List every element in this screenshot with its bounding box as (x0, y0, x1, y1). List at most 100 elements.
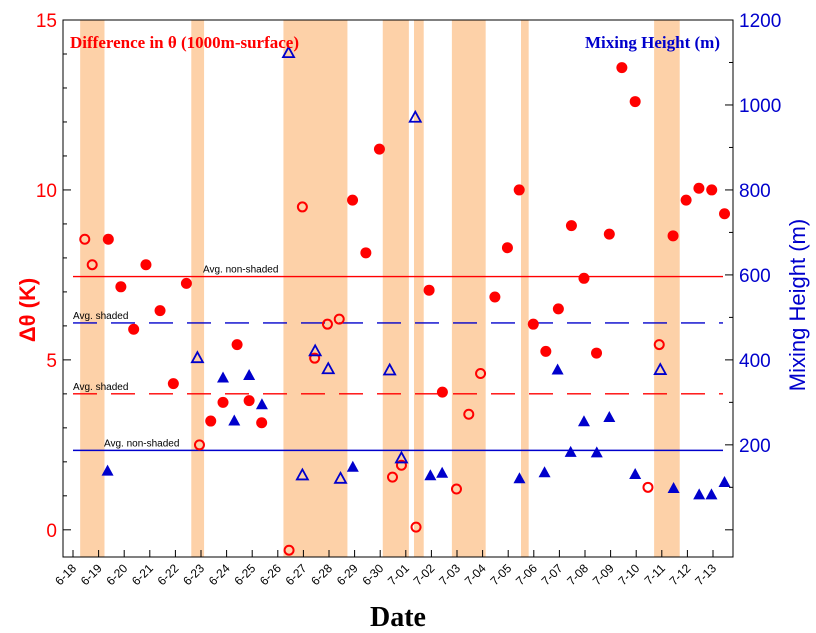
delta-theta-point-4 (128, 323, 140, 335)
x-tick-label-13: 7-01 (385, 561, 412, 588)
mixing-height-point-20 (564, 445, 577, 457)
delta-theta-point-30 (475, 367, 487, 379)
x-tick-label-7: 6-25 (231, 561, 258, 588)
x-tick-label-15: 7-03 (436, 561, 463, 588)
delta-theta-point-46 (680, 194, 692, 206)
x-tick-label-17: 7-05 (487, 561, 514, 588)
reference-lines: Avg. non-shaded Avg. shaded Avg. shaded Avg… (73, 265, 723, 452)
mixing-height-point-21 (577, 415, 590, 427)
shaded-periods (80, 20, 680, 557)
x-tick-label-22: 7-10 (615, 561, 642, 588)
mixing-height-point-24 (629, 467, 642, 479)
delta-theta-point-32 (501, 242, 513, 254)
delta-theta-point-2 (102, 233, 114, 245)
delta-theta-point-12 (231, 339, 243, 351)
delta-theta-point-38 (578, 272, 590, 284)
y-right-tick-label-0: 200 (739, 436, 771, 457)
delta-theta-point-25 (410, 521, 422, 533)
shaded-period-2 (283, 20, 348, 557)
delta-theta-point-7 (167, 378, 179, 390)
x-tick-label-4: 6-22 (155, 561, 182, 588)
x-tick-label-16: 7-04 (462, 561, 489, 588)
delta-theta-point-29 (463, 408, 475, 420)
x-tick-label-25: 7-13 (692, 561, 719, 588)
x-tick-label-21: 7-09 (590, 561, 617, 588)
mixing-height-point-25 (653, 362, 668, 375)
mixing-height-point-10 (333, 470, 348, 484)
mixing-height-point-11 (346, 460, 359, 472)
x-tick-label-23: 7-11 (642, 561, 668, 587)
x-tick-label-11: 6-29 (334, 561, 361, 588)
mixing-height-point-4 (243, 368, 256, 380)
mixing-height-point-12 (382, 362, 397, 376)
mixing-height-point-5 (255, 398, 268, 410)
mixing-height-point-16 (436, 466, 449, 478)
reference-line-label-0: Avg. non-shaded (203, 265, 278, 276)
delta-theta-point-18 (321, 318, 333, 330)
delta-theta-point-44 (653, 339, 665, 351)
mixing-height-point-29 (718, 476, 731, 488)
mixing-height-point-6 (281, 45, 296, 59)
x-tick-label-19: 7-07 (539, 561, 566, 588)
y-right-tick-label-1: 400 (739, 351, 771, 372)
delta-theta-point-3 (115, 281, 127, 293)
x-axis-title: Date (370, 602, 426, 633)
delta-theta-point-28 (450, 483, 462, 495)
delta-theta-point-35 (540, 345, 552, 357)
mixing-height-point-14 (408, 109, 423, 123)
x-tick-label-18: 7-06 (513, 561, 540, 588)
mixing-height-point-28 (705, 488, 718, 500)
legend-right-series: Mixing Height (m) (585, 33, 720, 52)
shaded-period-5 (451, 20, 486, 557)
delta-theta-point-31 (489, 291, 501, 303)
mixing-height-point-9 (321, 361, 336, 375)
x-tick-label-9: 6-27 (283, 561, 310, 588)
shaded-period-4 (413, 20, 424, 557)
delta-theta-point-20 (347, 194, 359, 206)
delta-theta-point-39 (591, 347, 603, 359)
delta-theta-point-17 (309, 352, 321, 364)
delta-theta-point-8 (180, 277, 192, 289)
shaded-period-0 (80, 20, 105, 557)
mixing-height-point-17 (513, 472, 526, 484)
delta-theta-point-40 (603, 228, 615, 240)
shaded-period-7 (654, 20, 680, 557)
x-tick-label-5: 6-23 (180, 561, 207, 588)
mixing-height-point-15 (424, 469, 437, 481)
mixing-height-point-8 (308, 343, 323, 357)
delta-theta-point-33 (513, 184, 525, 196)
mixing-height-point-18 (538, 466, 551, 478)
delta-theta-point-48 (706, 184, 718, 196)
shaded-period-1 (191, 20, 205, 557)
mixing-height-point-23 (603, 411, 616, 423)
delta-theta-point-21 (360, 247, 372, 259)
delta-theta-point-27 (436, 386, 448, 398)
x-tick-label-14: 7-02 (411, 561, 438, 588)
delta-theta-point-19 (333, 313, 345, 325)
mixing-height-point-22 (590, 446, 603, 458)
y-right-tick-label-4: 1000 (739, 96, 781, 117)
reference-line-label-1: Avg. shaded (73, 382, 128, 393)
mixing-height-point-27 (693, 488, 706, 500)
delta-theta-point-42 (629, 96, 641, 108)
data-points (79, 45, 731, 556)
x-tick-label-3: 6-21 (129, 561, 156, 588)
delta-theta-point-14 (256, 417, 268, 429)
y-axis-left-title: Δθ (K) (15, 278, 40, 342)
delta-theta-point-13 (243, 395, 255, 407)
delta-theta-point-1 (86, 259, 98, 271)
reference-line-label-3: Avg. non-shaded (104, 438, 179, 449)
y-left-tick-label-1: 5 (46, 351, 57, 372)
y-right-tick-label-5: 1200 (739, 11, 781, 32)
delta-theta-point-10 (205, 415, 217, 427)
y-left-tick-label-2: 10 (36, 181, 57, 202)
y-left-tick-label-3: 15 (36, 11, 57, 32)
mixing-height-point-1 (190, 350, 205, 364)
y-left-tick-label-0: 0 (46, 521, 57, 542)
x-tick-label-2: 6-20 (103, 561, 130, 588)
delta-theta-point-37 (565, 220, 577, 232)
x-tick-label-1: 6-19 (78, 561, 105, 588)
x-tick-label-20: 7-08 (564, 561, 591, 588)
x-tick-label-10: 6-28 (308, 561, 335, 588)
